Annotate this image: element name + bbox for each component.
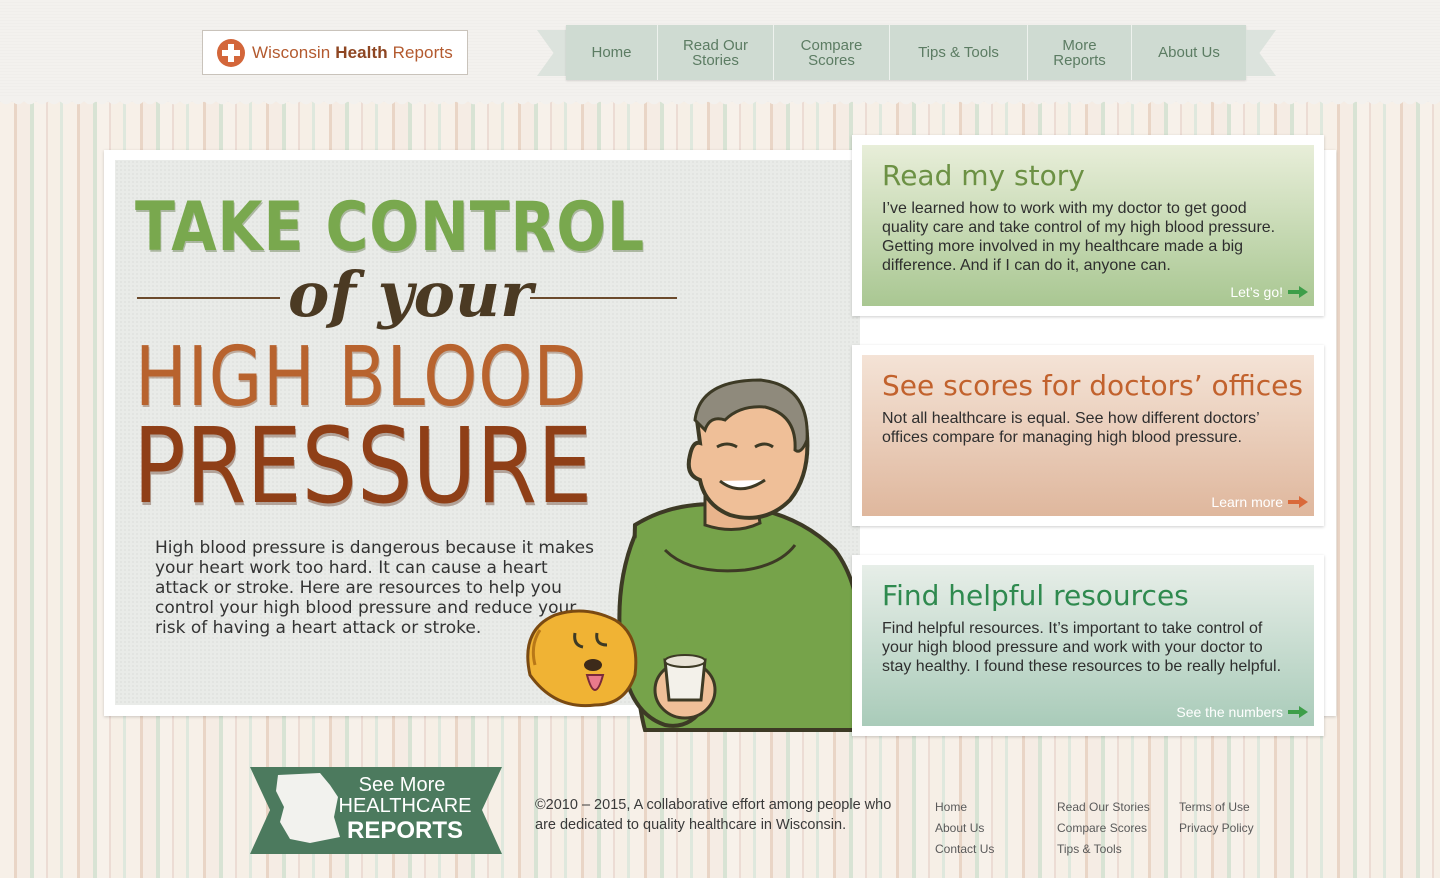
footer-copyright: ©2010 – 2015, A collaborative effort amo… — [535, 797, 892, 833]
badge-line-3: REPORTS — [347, 817, 463, 844]
card-find-resources: Find helpful resources Find helpful reso… — [852, 555, 1324, 736]
card-text: Find helpful resources. It’s important t… — [882, 620, 1282, 675]
hero-title-take-control: TAKE CONTROL — [135, 188, 646, 267]
hero-rule-right — [530, 297, 677, 299]
link-label: See the numbers — [1176, 704, 1283, 720]
nav-about-us[interactable]: About Us — [1158, 44, 1220, 61]
arrow-right-icon — [1288, 706, 1308, 718]
link-label: Let’s go! — [1230, 284, 1283, 300]
footer-col-2: Read Our Stories Compare Scores Tips & T… — [1057, 797, 1150, 860]
footer-link-home[interactable]: Home — [935, 800, 968, 814]
footer-link-compare-scores[interactable]: Compare Scores — [1057, 821, 1148, 835]
card-title: See scores for doctors’ offices — [882, 369, 1303, 402]
cross-logo-icon — [217, 38, 245, 67]
footer-link-terms-of-use[interactable]: Terms of Use — [1179, 800, 1250, 814]
footer-link-about-us[interactable]: About Us — [935, 821, 985, 835]
logo-text: Wisconsin Health Reports — [252, 42, 453, 62]
footer-link-tips-tools[interactable]: Tips & Tools — [1057, 842, 1122, 856]
man-with-dog-illustration — [526, 378, 863, 732]
hero-title-high-blood: HIGH BLOOD — [135, 330, 588, 425]
nav-compare-scores[interactable]: Compare Scores — [774, 25, 890, 80]
card-text: I’ve learned how to work with my doctor … — [882, 200, 1276, 274]
footer-link-privacy-policy[interactable]: Privacy Policy — [1179, 821, 1254, 835]
hero-title-of-your: of your — [288, 258, 533, 331]
wisconsin-map-icon — [276, 773, 340, 843]
card-text: Not all healthcare is equal. See how dif… — [882, 410, 1260, 446]
see-the-numbers-link[interactable]: See the numbers — [1176, 704, 1308, 720]
link-label: Learn more — [1211, 494, 1283, 510]
header-scallop-edge — [0, 98, 1440, 110]
arrow-right-icon — [1288, 286, 1308, 298]
nav-home[interactable]: Home — [566, 25, 658, 80]
learn-more-link[interactable]: Learn more — [1211, 494, 1308, 510]
badge-line-2: HEALTHCARE — [339, 795, 472, 817]
card-see-scores: See scores for doctors’ offices Not all … — [852, 345, 1324, 526]
badge-line-1: See More — [359, 774, 446, 796]
card-title: Read my story — [882, 159, 1085, 192]
nav-more-reports[interactable]: More Reports — [1028, 25, 1132, 80]
see-more-healthcare-reports-badge[interactable]: See More HEALTHCARE REPORTS — [250, 767, 502, 854]
hero-title-pressure: PRESSURE — [133, 405, 593, 527]
nav-read-our-stories[interactable]: Read Our Stories — [658, 25, 774, 80]
card-read-my-story: Read my story I’ve learned how to work w… — [852, 135, 1324, 316]
hero-rule-left — [137, 297, 280, 299]
card-title: Find helpful resources — [882, 579, 1189, 612]
main-nav: Home Read Our Stories Compare Scores Tips … — [566, 25, 1246, 80]
arrow-right-icon — [1288, 496, 1308, 508]
footer-col-3: Terms of Use Privacy Policy — [1179, 797, 1254, 839]
footer-link-contact-us[interactable]: Contact Us — [935, 842, 995, 856]
lets-go-link[interactable]: Let’s go! — [1230, 284, 1308, 300]
site-logo[interactable]: Wisconsin Health Reports — [202, 30, 468, 75]
footer-col-1: Home About Us Contact Us — [935, 797, 994, 860]
footer-link-read-our-stories[interactable]: Read Our Stories — [1057, 800, 1150, 814]
hero-description: High blood pressure is dangerous because… — [155, 538, 594, 638]
nav-tips-tools[interactable]: Tips & Tools — [890, 25, 1028, 80]
